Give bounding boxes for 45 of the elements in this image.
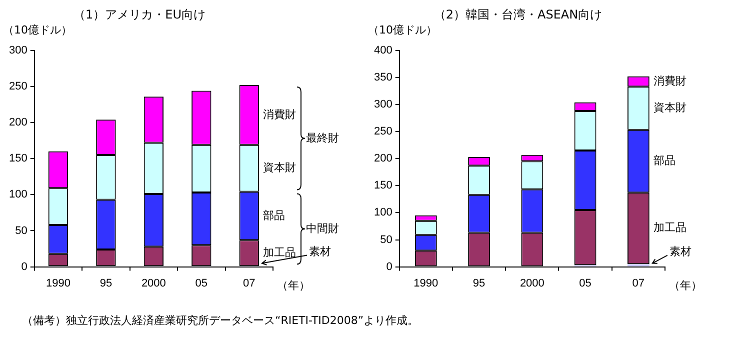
y-tick-label: 350 bbox=[374, 71, 392, 84]
chart-title: （1）アメリカ・EU向け bbox=[74, 7, 206, 22]
y-axis-title: （10億ドル） bbox=[368, 23, 437, 36]
x-tick-label: 05 bbox=[195, 277, 208, 290]
y-tick-label: 150 bbox=[8, 152, 28, 165]
x-tick-label: 1990 bbox=[414, 277, 438, 290]
y-tick-label: 200 bbox=[374, 152, 392, 165]
y-tick-label: 0 bbox=[21, 260, 28, 273]
x-tick-label: 07 bbox=[243, 277, 256, 290]
y-tick-label: 100 bbox=[8, 188, 28, 201]
x-tick-label: 05 bbox=[579, 277, 592, 290]
series-label: 消費財 bbox=[262, 108, 296, 121]
x-tick-label: 07 bbox=[632, 277, 645, 290]
y-axis-title: （10億ドル） bbox=[3, 23, 72, 36]
y-tick-label: 200 bbox=[8, 116, 28, 129]
series-label: 部品 bbox=[653, 154, 676, 168]
x-tick-label: 2000 bbox=[141, 277, 166, 290]
y-tick-label: 300 bbox=[8, 44, 28, 56]
text: 中間財 bbox=[306, 222, 339, 235]
x-tick-label: 95 bbox=[100, 277, 112, 290]
series-label: 加工品 bbox=[262, 246, 296, 259]
y-tick-label: 50 bbox=[380, 234, 392, 246]
text: 素材 bbox=[308, 245, 331, 258]
y-tick-label: 150 bbox=[374, 180, 392, 192]
series-label: 素材 bbox=[669, 245, 692, 258]
series-label: 加工品 bbox=[653, 221, 686, 234]
y-tick-label: 100 bbox=[374, 206, 392, 219]
series-label: 資本財 bbox=[653, 101, 686, 114]
x-axis-title: （年） bbox=[669, 278, 702, 292]
series-label: 消費財 bbox=[653, 74, 686, 88]
x-tick-label: 95 bbox=[472, 277, 486, 290]
text: 最終財 bbox=[306, 131, 339, 144]
y-tick-label: 250 bbox=[374, 126, 392, 138]
chart-title: （2）韓国・台湾・ASEAN向け bbox=[434, 7, 602, 22]
x-axis-title: （年） bbox=[277, 278, 310, 292]
y-tick-label: 250 bbox=[8, 80, 28, 92]
text: （備考）独立行政法人経済産業研究所データベース“RIETI-TID2008”より作成。 bbox=[22, 313, 419, 328]
y-tick-label: 400 bbox=[374, 44, 392, 56]
y-tick-label: 0 bbox=[386, 260, 392, 273]
x-tick-label: 2000 bbox=[520, 277, 544, 290]
y-tick-label: 50 bbox=[15, 224, 28, 237]
y-tick-label: 300 bbox=[374, 98, 392, 111]
series-label: 部品 bbox=[262, 208, 285, 222]
series-label: 資本財 bbox=[262, 161, 296, 174]
x-tick-label: 1990 bbox=[46, 277, 70, 290]
